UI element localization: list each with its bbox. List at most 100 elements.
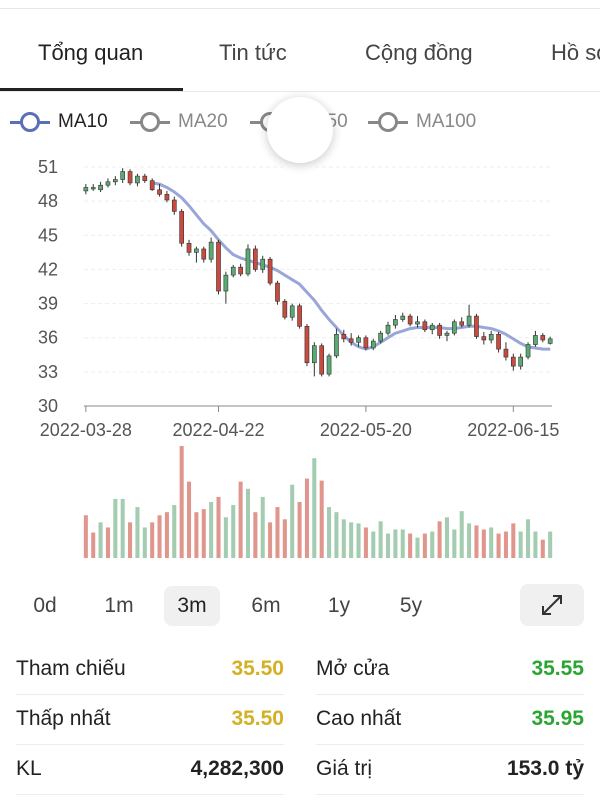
candle-body [230, 266, 236, 276]
volume-bar [209, 502, 214, 558]
range-0d[interactable]: 0d [33, 594, 57, 617]
volume-bar [304, 478, 309, 558]
candle-body [120, 171, 126, 180]
candle-body [496, 334, 501, 350]
volume-bar [128, 522, 133, 558]
candle-body [334, 334, 339, 357]
candle-body [356, 337, 361, 343]
range-selector: 0d 1m 3m 6m 1y 5y [0, 580, 600, 632]
volume-bar [172, 505, 177, 558]
candle-body [90, 187, 96, 190]
candle-body [481, 336, 487, 341]
volume-bar [489, 527, 494, 558]
volume-bar [105, 527, 110, 558]
volume-bar [98, 522, 103, 558]
stat-open: Mở cửa 35.55 [316, 645, 584, 695]
candle-body [326, 355, 332, 375]
candle-body [437, 324, 442, 336]
stat-value: 35.50 [231, 657, 284, 680]
volume-bar [282, 519, 287, 558]
volume-bar [334, 512, 339, 558]
volume-bar [444, 517, 450, 558]
volume-bar [216, 496, 221, 558]
stat-value: 35.55 [531, 657, 584, 680]
volume-bar [356, 523, 361, 558]
legend-ma10[interactable]: MA10 [10, 108, 108, 136]
candle-body [208, 241, 214, 260]
active-tab-indicator [0, 88, 183, 91]
ma10-line [151, 181, 551, 351]
volume-bar [526, 519, 531, 558]
stat-low: Thấp nhất 35.50 [16, 695, 284, 745]
candle-body [385, 324, 391, 334]
candle-body [474, 315, 479, 337]
range-5y[interactable]: 5y [399, 594, 423, 617]
stat-label: Giá trị [316, 757, 373, 780]
y-tick-label: 33 [38, 362, 58, 382]
candle-body [186, 242, 192, 253]
range-3m[interactable]: 3m [164, 586, 220, 626]
range-1m[interactable]: 1m [104, 594, 134, 617]
candle-body [238, 266, 243, 275]
volume-bar [481, 529, 486, 558]
candle-body [510, 356, 516, 367]
stat-reference: Tham chiếu 35.50 [16, 645, 284, 695]
volume-bar [430, 531, 435, 558]
volume-bar [533, 531, 538, 558]
candle-body [245, 248, 251, 275]
candle-body [297, 305, 302, 327]
candle-body [466, 315, 472, 326]
candle-body [98, 184, 103, 191]
candle-body [341, 334, 347, 340]
range-1y[interactable]: 1y [327, 594, 351, 617]
legend-ma100[interactable]: MA100 [368, 108, 476, 136]
stat-label: Mở cửa [316, 657, 390, 680]
candle-body [83, 187, 89, 192]
tab-overview[interactable]: Tổng quan [38, 40, 144, 65]
tab-community[interactable]: Cộng đồng [365, 40, 473, 65]
ma20-line-icon [130, 112, 170, 132]
price-chart[interactable]: 51 48 45 42 39 36 33 30 2022-03-28 2022-04-22 2022… [0, 145, 600, 565]
volume-bar [385, 533, 391, 558]
candle-body [171, 199, 177, 212]
volume-bar [496, 533, 501, 558]
stat-label: KL [16, 757, 42, 780]
volume-bar [422, 533, 427, 558]
y-tick-label: 51 [38, 157, 58, 177]
tab-profile[interactable]: Hồ sơ [551, 40, 600, 65]
volume-bar [157, 515, 162, 558]
volume-bar [459, 511, 464, 558]
candle-body [105, 181, 111, 186]
volume-bar [91, 532, 96, 558]
volume-bar [297, 502, 302, 558]
candle-body [503, 348, 509, 358]
legend-ma20[interactable]: MA20 [130, 108, 228, 136]
stat-high: Cao nhất 35.95 [316, 695, 584, 745]
loading-spinner [267, 97, 333, 163]
candle-body [547, 338, 553, 344]
legend-label: MA20 [178, 111, 228, 132]
candle-body [378, 332, 383, 342]
candle-body [319, 345, 325, 375]
candle-body [452, 321, 457, 334]
expand-icon [542, 595, 562, 615]
volume-bar [349, 522, 354, 558]
volume-bar [238, 481, 243, 558]
y-tick-label: 42 [38, 259, 58, 279]
tab-news[interactable]: Tin tức [219, 40, 287, 65]
candle-body [253, 248, 258, 270]
candle-body [282, 300, 288, 318]
expand-button[interactable] [520, 584, 584, 626]
stat-label: Thấp nhất [16, 707, 111, 730]
volume-bar [518, 531, 523, 558]
volume-bar [179, 446, 184, 558]
volume-bar [408, 533, 413, 558]
candle-body [112, 179, 118, 183]
x-tick-label: 2022-05-20 [320, 420, 412, 440]
candle-body [127, 171, 133, 184]
volume-bar [467, 523, 472, 558]
range-6m[interactable]: 6m [251, 594, 281, 617]
stat-value: 4,282,300 [190, 757, 284, 780]
volume-bar [540, 539, 545, 558]
volume-bar [378, 521, 383, 558]
